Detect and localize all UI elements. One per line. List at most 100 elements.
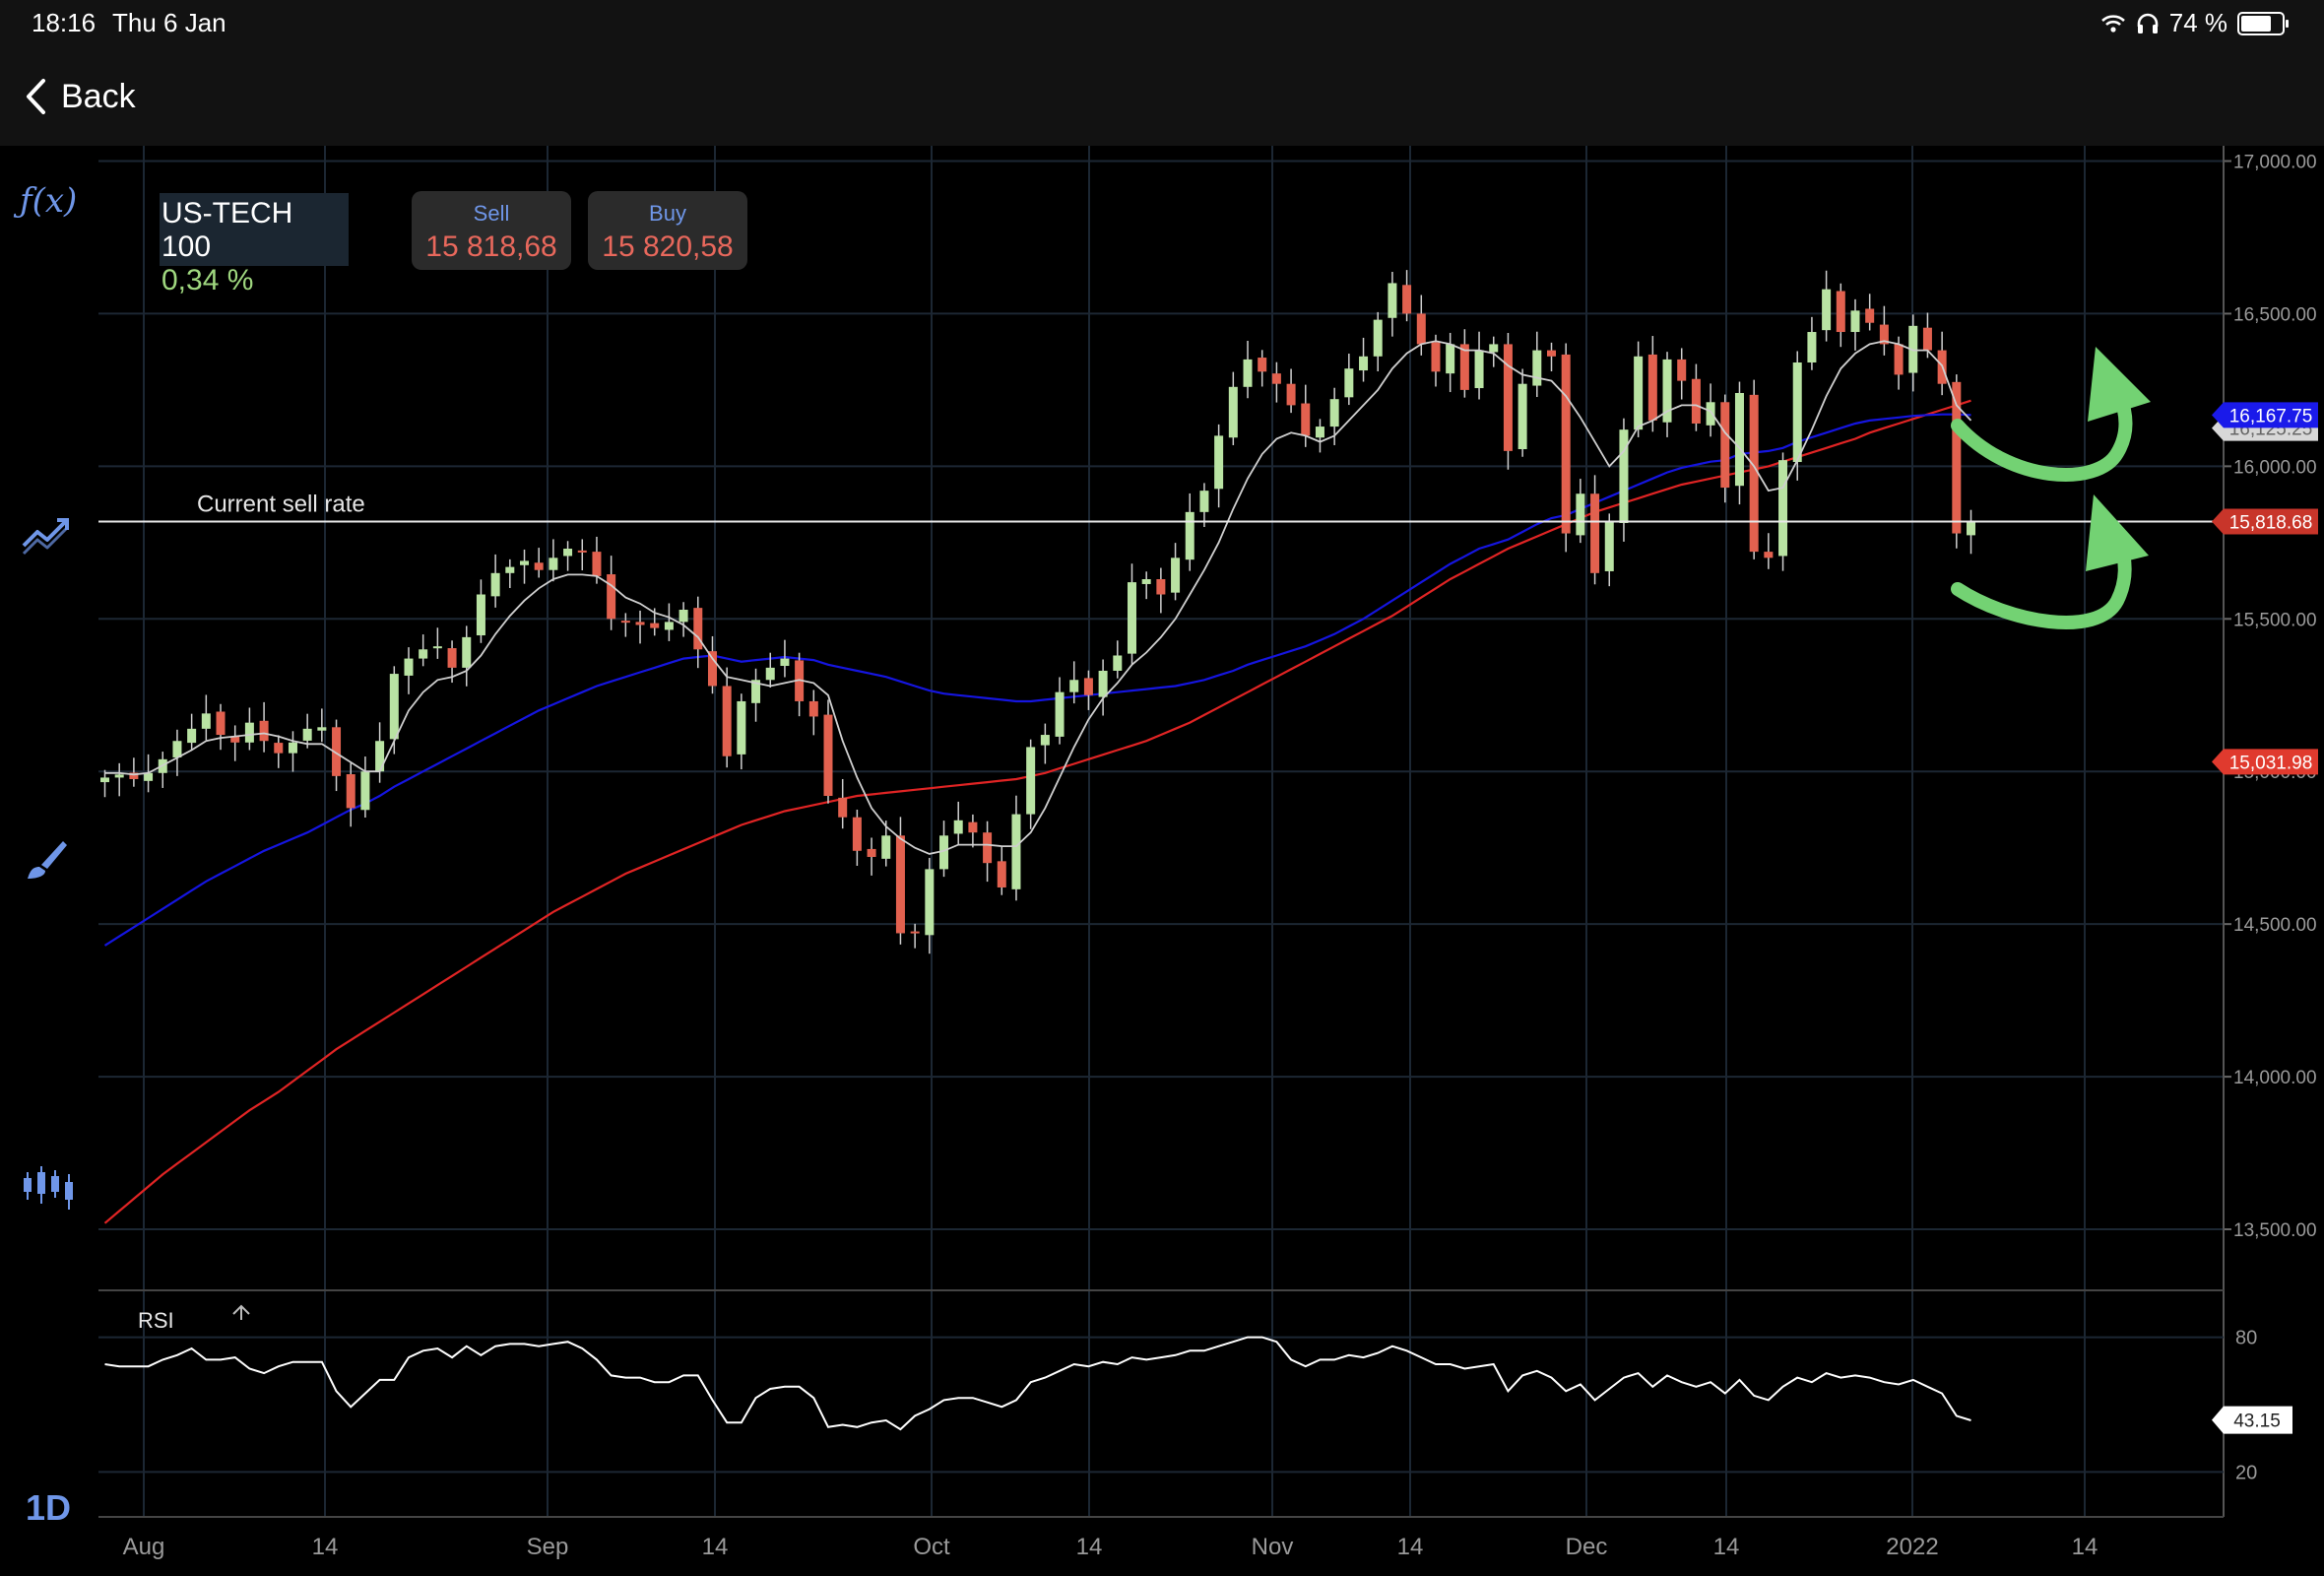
- candle: [317, 708, 327, 743]
- candle: [1416, 295, 1426, 356]
- back-button[interactable]: Back: [24, 69, 136, 124]
- moving-average-mid: [103, 413, 1971, 947]
- candle: [1474, 331, 1484, 400]
- x-tick-label: 14: [702, 1534, 729, 1560]
- x-tick-label: 14: [1076, 1534, 1103, 1560]
- candle: [1619, 418, 1629, 542]
- candle-body: [1301, 403, 1311, 436]
- candle: [432, 627, 442, 659]
- status-right: 74 %: [2100, 8, 2289, 38]
- candle-body: [1214, 435, 1224, 490]
- badge-ma-slow-label: 15,031.98: [2229, 753, 2313, 773]
- candle-body: [1040, 735, 1050, 746]
- candle: [346, 762, 355, 827]
- candle-body: [1344, 368, 1354, 398]
- candle: [462, 625, 472, 687]
- candle-body: [1706, 402, 1715, 426]
- candle: [447, 640, 457, 684]
- instrument-change: 0,34 %: [161, 264, 254, 296]
- candle-body: [1894, 344, 1904, 375]
- candle: [288, 731, 297, 772]
- candle-body: [1764, 552, 1774, 558]
- candle-body: [432, 646, 442, 649]
- badge-rsi: [2212, 1406, 2292, 1434]
- candle-body: [332, 727, 342, 776]
- candle: [751, 668, 761, 722]
- candle-body: [187, 728, 197, 744]
- candle: [1446, 332, 1455, 393]
- y-tick-label: 17,000.00: [2233, 152, 2317, 172]
- battery-icon: [2237, 11, 2289, 35]
- candle-body: [1098, 670, 1108, 697]
- candle-body: [201, 713, 211, 729]
- candle-body: [577, 550, 587, 553]
- candle: [795, 652, 805, 717]
- candle: [997, 846, 1006, 895]
- candle-body: [1402, 285, 1412, 314]
- badge-ma-slow: [2212, 749, 2318, 775]
- headphones-icon: [2137, 13, 2159, 33]
- drawing-tool-button[interactable]: [20, 835, 83, 898]
- candle-body: [144, 772, 154, 781]
- annotation-arrow-upper: [1951, 387, 2133, 482]
- trend-indicator-button[interactable]: [20, 508, 83, 571]
- chart-type-button[interactable]: [20, 1158, 83, 1221]
- y-tick-label: 14,500.00: [2233, 915, 2317, 936]
- candle-body: [881, 835, 891, 859]
- candle-body: [1113, 655, 1123, 671]
- sell-value: 15 818,68: [425, 230, 557, 263]
- candle-body: [476, 594, 485, 636]
- candle-body: [360, 771, 370, 811]
- candle-body: [1416, 313, 1426, 345]
- candle-body: [1836, 291, 1845, 333]
- candle-body: [722, 686, 732, 756]
- candle: [1908, 314, 1918, 392]
- candle-body: [1822, 289, 1832, 331]
- candle-body: [997, 861, 1006, 887]
- x-tick-label: 2022: [1886, 1534, 1938, 1560]
- instrument-info: US-TECH 100 0,34 %: [160, 193, 349, 296]
- x-tick-label: Aug: [123, 1534, 165, 1560]
- candle: [1662, 352, 1672, 437]
- candle: [722, 667, 732, 768]
- candle: [1604, 513, 1614, 587]
- candle: [1127, 563, 1136, 666]
- candle: [1532, 331, 1542, 398]
- candle-body: [1647, 354, 1657, 421]
- candle: [1402, 270, 1412, 322]
- candle: [1083, 670, 1093, 710]
- candle-body: [678, 609, 688, 623]
- candle: [1373, 311, 1383, 371]
- candle-body: [1069, 680, 1079, 692]
- rsi-label: RSI: [138, 1308, 174, 1333]
- sell-button[interactable]: Sell 15 818,68: [412, 191, 571, 270]
- candle: [1865, 294, 1875, 331]
- candle-body: [1329, 399, 1339, 427]
- candle: [1388, 271, 1397, 337]
- price-chart[interactable]: 17,000.00 16,500.00 16,000.00 15,500.00 15,0…: [0, 146, 2324, 1576]
- candle: [1171, 543, 1181, 601]
- function-button[interactable]: ƒ(x): [20, 181, 83, 244]
- candle-body: [346, 774, 355, 809]
- candle-body: [389, 674, 399, 740]
- timeframe-button[interactable]: 1D: [26, 1487, 72, 1528]
- candle-body: [751, 680, 761, 703]
- candle-body: [1388, 283, 1397, 318]
- candle: [693, 596, 703, 669]
- candle-body: [1792, 362, 1802, 463]
- candle-body: [404, 658, 414, 676]
- candle: [881, 821, 891, 867]
- candle: [852, 809, 862, 866]
- function-icon: ƒ(x): [20, 181, 78, 221]
- candle-body: [302, 728, 312, 741]
- candle-body: [1532, 350, 1542, 386]
- x-tick-label: Oct: [913, 1534, 950, 1560]
- candle-body: [490, 572, 500, 597]
- candle: [1286, 368, 1296, 414]
- buy-button[interactable]: Buy 15 820,58: [588, 191, 747, 270]
- candle-body: [1922, 327, 1932, 351]
- candle-body: [375, 741, 385, 772]
- candle: [1967, 509, 1976, 555]
- candle-body: [1011, 814, 1021, 889]
- candle-body: [1720, 402, 1730, 489]
